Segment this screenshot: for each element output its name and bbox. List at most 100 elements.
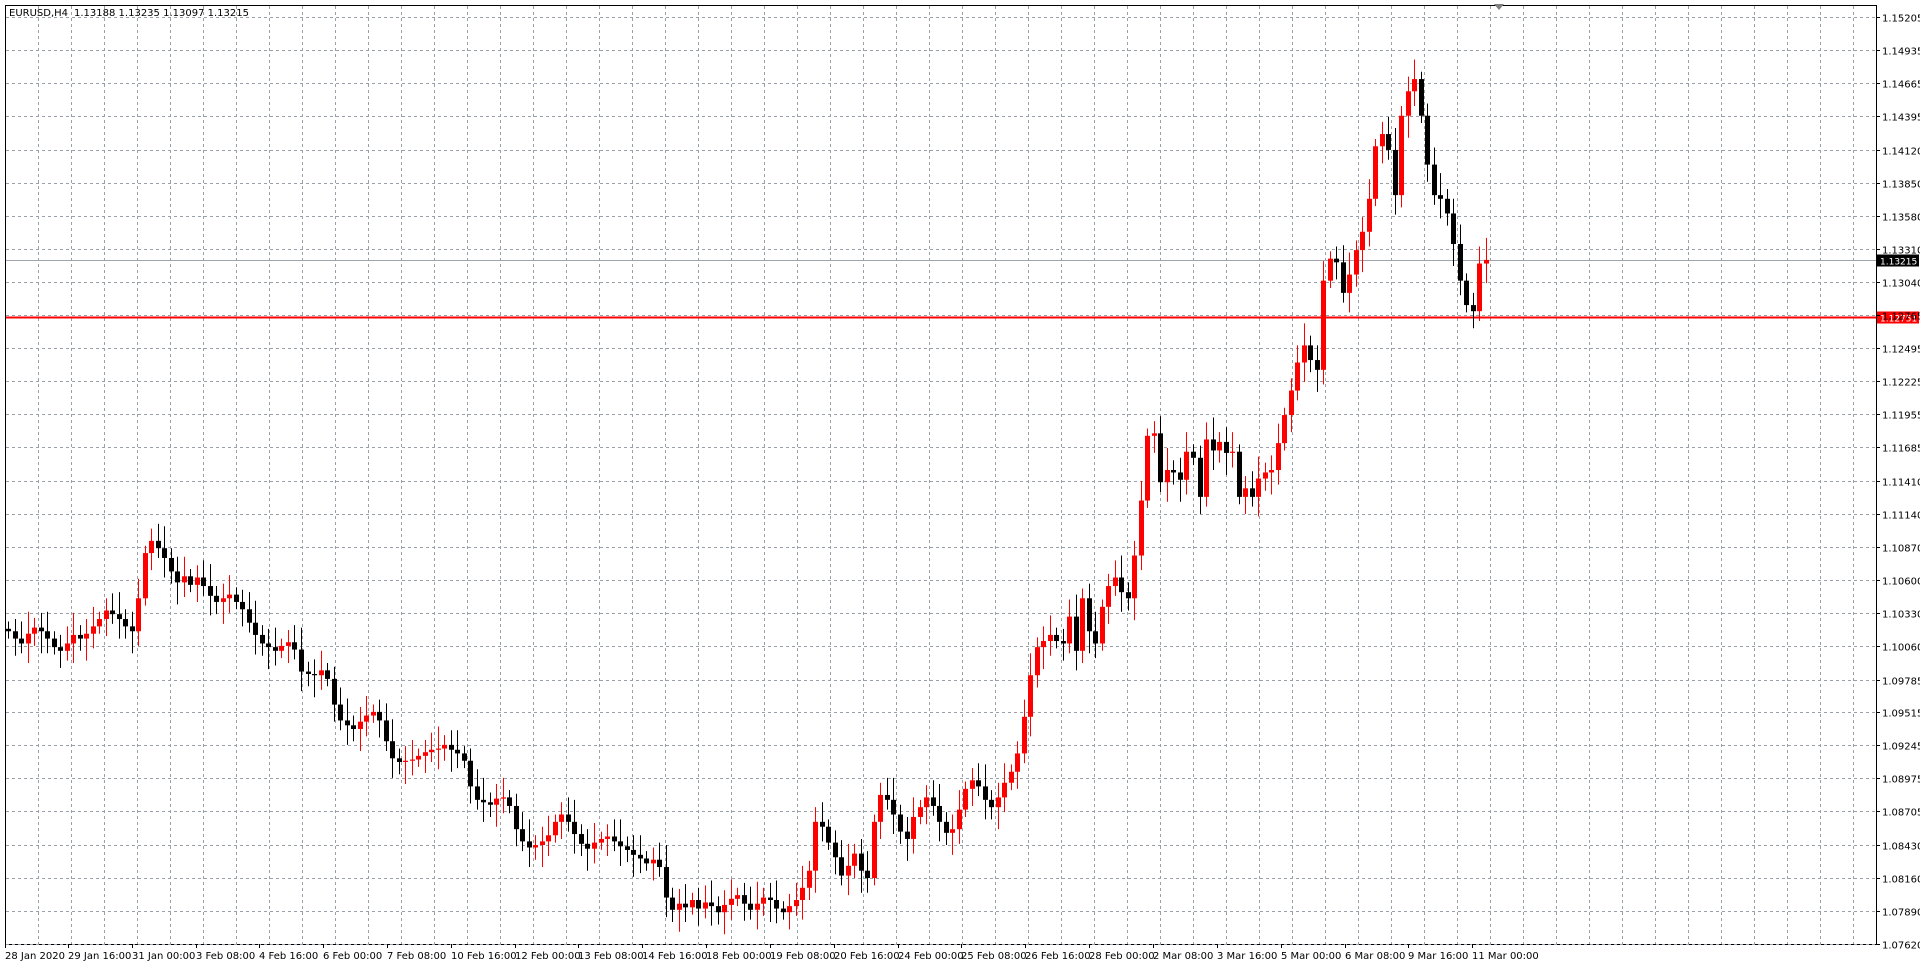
candle-body-bull bbox=[950, 829, 955, 833]
candle-body-bull bbox=[1009, 771, 1014, 783]
candle-body-bear bbox=[52, 638, 57, 648]
candle-body-bull bbox=[761, 897, 766, 904]
candle-body-bear bbox=[1419, 79, 1424, 116]
candle-body-bull bbox=[182, 576, 187, 583]
candle-body-bear bbox=[462, 753, 467, 761]
candle-body-bear bbox=[488, 802, 493, 805]
candle-body-bear bbox=[585, 843, 590, 849]
candle-body-bear bbox=[397, 758, 402, 762]
x-tick-label: 31 Jan 00:00 bbox=[132, 951, 195, 962]
candle-body-bear bbox=[273, 647, 278, 651]
candle-body-bear bbox=[6, 628, 11, 632]
candle-body-bear bbox=[742, 895, 747, 904]
candle-body-bear bbox=[1237, 451, 1242, 497]
y-tick-label: 1.08160 bbox=[1882, 875, 1920, 886]
x-tick-label: 29 Jan 16:00 bbox=[68, 951, 131, 962]
candle-body-bull bbox=[26, 633, 31, 644]
candle-body-bull bbox=[846, 865, 851, 876]
x-tick-label: 6 Feb 00:00 bbox=[323, 951, 382, 962]
candle-body-bear bbox=[774, 900, 779, 909]
candle-body-bear bbox=[709, 902, 714, 907]
candle-body-bull bbox=[1113, 577, 1118, 587]
candle-body-bear bbox=[1341, 262, 1346, 293]
x-tick-label: 4 Feb 16:00 bbox=[259, 951, 318, 962]
candle-body-bear bbox=[299, 649, 304, 672]
level-price-tag bbox=[1877, 311, 1919, 324]
candle-body-bull bbox=[970, 780, 975, 789]
candle-body-bull bbox=[1139, 500, 1144, 556]
candle-body-bull bbox=[1184, 451, 1189, 480]
candle-body-bear bbox=[45, 631, 50, 639]
plot-frame bbox=[5, 5, 1877, 945]
candle-body-bull bbox=[546, 835, 551, 842]
candle-body-bear bbox=[859, 853, 864, 871]
candle-body-bear bbox=[468, 760, 473, 787]
candle-body-bull bbox=[957, 809, 962, 830]
candle-body-bull bbox=[1048, 634, 1053, 642]
candle-body-bear bbox=[208, 586, 213, 596]
candle-body-bear bbox=[201, 577, 206, 587]
candle-body-bull bbox=[1165, 470, 1170, 483]
candle-body-bear bbox=[325, 670, 330, 679]
candle-body-bull bbox=[410, 759, 415, 761]
candle-body-bull bbox=[32, 627, 37, 634]
candle-body-bull bbox=[1269, 470, 1274, 473]
candle-body-bear bbox=[1191, 451, 1196, 458]
candle-body-bear bbox=[1386, 134, 1391, 150]
candle-body-bull bbox=[540, 841, 545, 846]
candle-body-bear bbox=[1054, 634, 1059, 642]
level-price-label: 1.12751 bbox=[1880, 315, 1917, 325]
candle-body-bull bbox=[416, 755, 421, 760]
candle-body-bear bbox=[390, 741, 395, 759]
y-tick-label: 1.08705 bbox=[1882, 808, 1920, 819]
candle-body-bull bbox=[918, 807, 923, 817]
y-tick-label: 1.11410 bbox=[1882, 478, 1920, 489]
candle-body-bull bbox=[1145, 435, 1150, 501]
candle-body-bull bbox=[1302, 345, 1307, 363]
candle-body-bear bbox=[260, 634, 265, 644]
candle-body-bear bbox=[292, 642, 297, 650]
candle-body-bull bbox=[963, 788, 968, 810]
candle-body-bear bbox=[905, 831, 910, 839]
candle-body-bear bbox=[345, 720, 350, 726]
candle-body-bear bbox=[696, 900, 701, 909]
x-tick-label: 3 Mar 16:00 bbox=[1217, 951, 1277, 962]
candle-body-bear bbox=[123, 619, 128, 627]
level-lines[interactable]: 1.13215 1.12751 bbox=[6, 254, 1919, 325]
candle-body-bear bbox=[664, 867, 669, 898]
candle-body-bull bbox=[878, 794, 883, 822]
y-tick-label: 1.10060 bbox=[1882, 643, 1920, 654]
candle-body-bear bbox=[384, 720, 389, 742]
candle-body-bear bbox=[976, 780, 981, 787]
candle-body-bull bbox=[800, 887, 805, 901]
candle-body-bear bbox=[19, 638, 24, 644]
candle-body-bear bbox=[13, 631, 18, 639]
candle-body-bull bbox=[1347, 274, 1352, 293]
shift-marker-icon[interactable] bbox=[1494, 4, 1504, 10]
x-tick-label: 13 Feb 08:00 bbox=[578, 951, 644, 962]
candle-body-bull bbox=[559, 814, 564, 822]
candle-body-bear bbox=[266, 643, 271, 648]
candle-body-bear bbox=[156, 540, 161, 549]
x-tick-label: 2 Mar 08:00 bbox=[1153, 951, 1213, 962]
y-tick-label: 1.10330 bbox=[1882, 610, 1920, 621]
candle-body-bull bbox=[735, 895, 740, 899]
candle-body-bear bbox=[1451, 213, 1456, 245]
candle-body-bear bbox=[455, 749, 460, 754]
candle-body-bear bbox=[1126, 592, 1131, 599]
candle-body-bear bbox=[520, 829, 525, 842]
candle-body-bear bbox=[644, 858, 649, 864]
candle-body-bull bbox=[364, 715, 369, 722]
y-tick-label: 1.09245 bbox=[1882, 742, 1920, 753]
x-tick-label: 9 Mar 16:00 bbox=[1408, 951, 1468, 962]
candle-body-bear bbox=[338, 704, 343, 721]
candle-body-bull bbox=[1256, 478, 1261, 497]
candle-body-bull bbox=[442, 744, 447, 749]
y-tick-label: 1.13850 bbox=[1882, 180, 1920, 191]
candle-body-bull bbox=[1022, 716, 1027, 754]
candle-body-bear bbox=[566, 814, 571, 822]
chart-header: EURUSD,H4 1.13188 1.13235 1.13097 1.13215 bbox=[9, 8, 249, 19]
candle-body-bull bbox=[1100, 606, 1105, 644]
candle-body-bear bbox=[1334, 258, 1339, 263]
